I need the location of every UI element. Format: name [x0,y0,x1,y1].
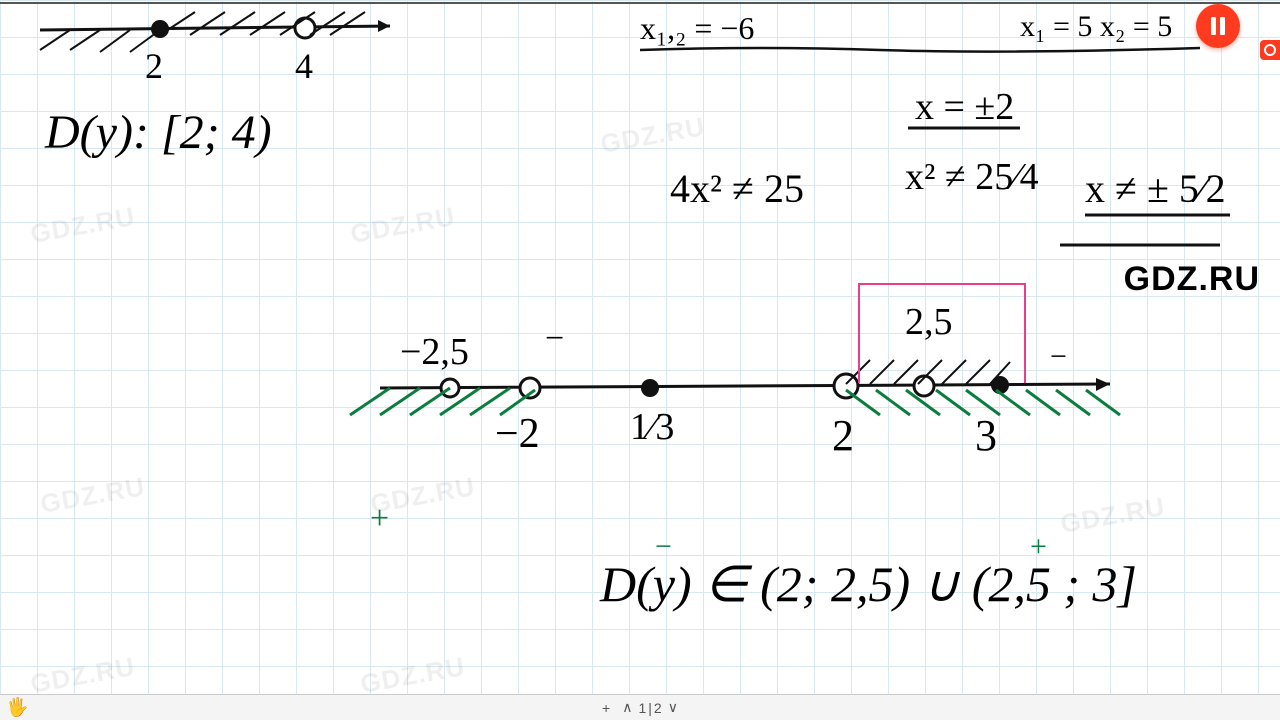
eq-x52: x ≠ ± 5⁄2 [1085,165,1226,212]
pause-button[interactable] [1196,4,1240,48]
pause-icon [1211,17,1216,35]
eq-xpm2: x = ±2 [915,85,1014,129]
domain-1: D(y): [2; 4) [45,105,272,160]
page-sep: | [648,700,652,716]
eq-x12: x₁,₂ = −6 [640,10,754,47]
eq-x1x2: x₁ = 5 x₂ = 5 [1020,10,1172,44]
nl2-third: 1⁄3 [630,405,674,449]
next-page-button[interactable]: ∨ [668,699,678,716]
eq-4x2: 4x² ≠ 25 [670,165,804,212]
nl2-m2: −2 [495,410,540,458]
camera-button[interactable] [1260,40,1280,60]
top-border [0,2,1280,4]
nl2-m25: −2,5 [400,330,469,374]
prev-page-button[interactable]: ∧ [622,699,632,716]
label-4: 4 [295,45,313,87]
domain-2: D(y) ∈ (2; 2,5) ∪ (2,5 ; 3] [600,555,1137,613]
hand-tool-icon[interactable]: 🖐️ [6,697,28,718]
sign-minus-2: − [1050,340,1067,374]
sign-minus-1: − [545,320,564,358]
logo-text: GDZ.RU [1124,260,1260,299]
add-page-button[interactable]: + [602,700,610,716]
bottom-toolbar: 🖐️ + ∧ 1 | 2 ∨ [0,694,1280,720]
pink-label: 2,5 [905,300,953,344]
label-2: 2 [145,45,163,87]
nl2-p2: 2 [832,410,854,461]
pause-icon [1220,17,1225,35]
page-total: 2 [654,700,662,716]
nl2-p3: 3 [975,410,997,461]
whiteboard-canvas: GDZ.RU GDZ.RU GDZ.RU GDZ.RU GDZ.RU GDZ.R… [0,0,1280,720]
page-current: 1 [638,700,646,716]
eq-x2-254: x² ≠ 25⁄4 [905,155,1039,199]
sign-plus-1: + [370,500,389,538]
